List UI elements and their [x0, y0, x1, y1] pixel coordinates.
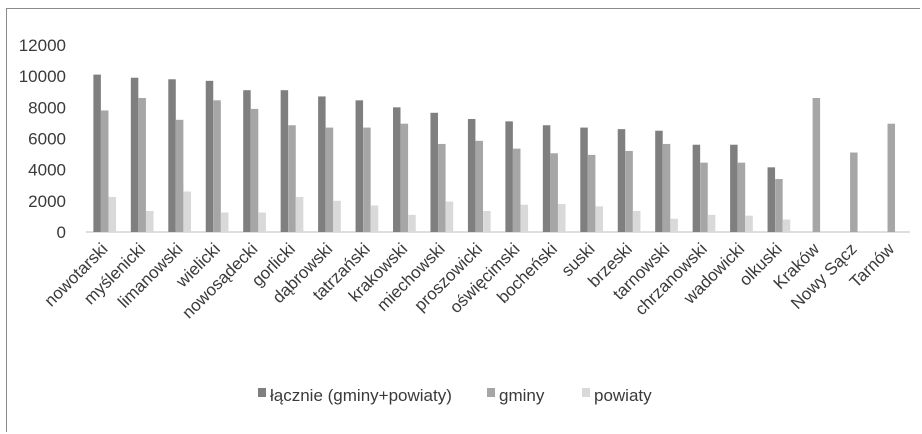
legend-label: gminy: [499, 386, 545, 405]
bar-gminy: [100, 110, 109, 232]
bar-total: [280, 90, 289, 232]
bar-total: [655, 130, 663, 232]
bar-powiaty: [595, 206, 603, 232]
bar-total: [467, 119, 476, 232]
bar-total: [93, 74, 101, 232]
bar-total: [767, 167, 776, 232]
bar-total: [130, 77, 139, 232]
bar-powiaty: [707, 214, 716, 232]
bar-powiaty: [632, 210, 641, 232]
bar-gminy: [737, 162, 746, 232]
y-axis: 0 2000 4000 6000 8000 10000 12000: [19, 36, 66, 242]
legend-swatch: [258, 388, 266, 397]
y-tick-label: 12000: [19, 36, 66, 55]
bar-powiaty: [558, 203, 566, 232]
bar-gminy: [325, 127, 334, 232]
bar-gminy: [850, 152, 858, 232]
bar-powiaty: [258, 212, 266, 232]
bar-gminy: [887, 123, 896, 232]
legend-swatch: [487, 388, 495, 397]
bar-gminy: [250, 108, 259, 232]
bar-gminy: [288, 125, 296, 232]
bar-powiaty: [183, 191, 191, 232]
bar-total: [617, 129, 626, 232]
bar-gminy: [812, 97, 821, 232]
bar-gminy: [662, 143, 671, 232]
bar-gminy: [700, 162, 708, 232]
bar-total: [730, 144, 738, 232]
bar-powiaty: [483, 210, 491, 232]
bar-powiaty: [445, 201, 454, 232]
legend: łącznie (gminy+powiaty) gminy powiaty: [258, 386, 652, 405]
bar-total: [505, 121, 513, 232]
bar-powiaty: [295, 196, 304, 232]
x-axis-labels: nowotarskimyślenickilimanowskiwielickino…: [41, 239, 899, 322]
bar-total: [542, 125, 551, 232]
bar-gminy: [175, 119, 184, 232]
bar-powiaty: [220, 212, 229, 232]
bar-powiaty: [782, 219, 791, 232]
bar-total: [318, 96, 326, 233]
bar-gminy: [438, 143, 446, 232]
bar-gminy: [625, 150, 633, 232]
bar-total: [243, 90, 251, 232]
legend-label: łącznie (gminy+powiaty): [270, 386, 452, 405]
y-tick-label: 8000: [28, 98, 66, 117]
bar-powiaty: [108, 196, 117, 232]
bar-gminy: [587, 154, 596, 232]
bar-total: [692, 144, 701, 232]
bar-total: [355, 100, 364, 232]
bar-total: [393, 107, 401, 232]
y-tick-label: 2000: [28, 192, 66, 211]
bar-gminy: [213, 100, 221, 232]
legend-swatch: [582, 388, 590, 397]
bar-gminy: [775, 179, 783, 232]
bar-powiaty: [408, 214, 416, 232]
y-tick-label: 4000: [28, 161, 66, 180]
bar-powiaty: [670, 218, 678, 232]
y-tick-label: 6000: [28, 130, 66, 149]
bar-gminy: [475, 140, 484, 232]
bar-powiaty: [520, 204, 529, 232]
bar-gminy: [512, 148, 521, 232]
bar-powiaty: [333, 200, 341, 232]
bar-total: [580, 127, 588, 232]
bar-powiaty: [745, 215, 753, 232]
bar-total: [168, 79, 176, 232]
y-tick-label: 0: [57, 223, 66, 242]
bar-gminy: [138, 97, 146, 232]
bar-gminy: [363, 127, 371, 232]
bar-total: [430, 112, 438, 232]
bar-total: [205, 80, 214, 232]
bar-gminy: [550, 153, 558, 232]
bar-powiaty: [146, 210, 154, 232]
bars: [93, 74, 896, 233]
bar-powiaty: [370, 205, 379, 232]
legend-label: powiaty: [594, 386, 652, 405]
chart-frame: [6, 8, 920, 432]
y-tick-label: 10000: [19, 67, 66, 86]
bar-gminy: [400, 123, 409, 232]
